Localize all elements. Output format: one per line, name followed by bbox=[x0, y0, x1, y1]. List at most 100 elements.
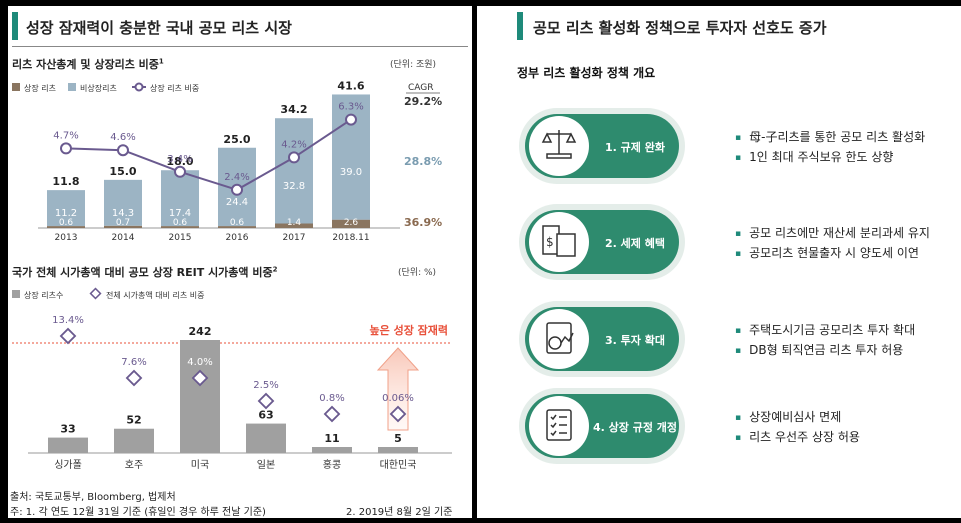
label-total-value: 18.0 bbox=[166, 155, 193, 168]
policy-row: 1. 규제 완화 母-子리츠를 통한 공모 리츠 활성화 1인 최대 주식보유 한도… bbox=[517, 106, 957, 186]
scale-icon bbox=[541, 130, 577, 159]
title-divider bbox=[12, 46, 468, 47]
ratio-diamond-label: 4.0% bbox=[187, 357, 212, 368]
policy-badge: 4. 상장 규정 개정 bbox=[519, 388, 685, 464]
policy-bullet: 1인 최대 주식보유 한도 상향 bbox=[735, 148, 893, 165]
label-unlisted-value: 17.4 bbox=[169, 208, 191, 219]
policy-row: 4. 상장 규정 개정 상장예비심사 면제리츠 우선주 상장 허용 bbox=[517, 386, 957, 466]
x-tick-label: 2017 bbox=[283, 233, 306, 243]
label-total-value: 41.6 bbox=[337, 79, 364, 92]
legend-label-ratio: 상장 리츠 비중 bbox=[150, 83, 199, 93]
x-tick-label-country: 호주 bbox=[125, 459, 143, 471]
chart2-title-text: 국가 전체 시가총액 대비 공모 상장 REIT 시가총액 비중 bbox=[12, 266, 273, 279]
checklist-icon bbox=[546, 409, 572, 441]
policy-subtitle: 정부 리츠 활성화 정책 개요 bbox=[517, 66, 656, 80]
asset-total-chart: 상장 리츠 비상장리츠 상장 리츠 비중 CAGR 29.2% 28.8% 36.9% 0.6… bbox=[12, 79, 442, 243]
ratio-marker bbox=[345, 113, 357, 126]
ratio-diamond bbox=[125, 369, 143, 387]
ratio-label: 2.4% bbox=[224, 172, 249, 183]
label-reit-count: 52 bbox=[126, 414, 141, 427]
x-tick-label-country: 대한민국 bbox=[380, 459, 417, 471]
bar-listed bbox=[161, 226, 199, 228]
policy-label: 3. 투자 확대 bbox=[605, 333, 665, 347]
policy-bullet: 리츠 우선주 상장 허용 bbox=[735, 428, 860, 445]
bar-reit-count bbox=[114, 428, 154, 453]
ratio-label: 4.2% bbox=[281, 139, 306, 150]
policy-row: 3. 투자 확대 주택도시기금 공모리츠 투자 확대 DB형 퇴직연금 리츠 투자 … bbox=[517, 299, 957, 379]
x-tick-label: 2016 bbox=[226, 233, 249, 243]
growth-annotation: 높은 성장 잠재력 bbox=[370, 323, 449, 337]
bar-listed bbox=[47, 226, 85, 228]
calculator-body bbox=[556, 233, 576, 257]
bar-reit-count bbox=[378, 447, 418, 453]
bar-listed bbox=[332, 219, 370, 228]
ratio-diamond-label: 2.5% bbox=[253, 380, 278, 391]
bar-reit-count bbox=[180, 340, 220, 453]
cagr-title: CAGR bbox=[408, 83, 434, 93]
policy-label: 1. 규제 완화 bbox=[605, 140, 665, 154]
growth-line bbox=[560, 332, 574, 344]
label-listed-value: 0.6 bbox=[230, 218, 245, 228]
legend-label-ratio2: 전체 시가총액 대비 리츠 비중 bbox=[106, 290, 205, 300]
right-panel-title: 공모 리츠 활성화 정책으로 투자자 선호도 증가 bbox=[533, 19, 827, 37]
chart1-footnote-mark: 1 bbox=[158, 57, 164, 66]
label-listed-value: 2.6 bbox=[344, 218, 359, 228]
policy-bullet: 상장예비심사 면제 bbox=[735, 408, 841, 425]
label-listed-value: 0.7 bbox=[116, 218, 130, 228]
cagr-total: 29.2% bbox=[404, 95, 442, 108]
cagr-listed: 36.9% bbox=[404, 216, 442, 229]
label-unlisted-value: 32.8 bbox=[283, 181, 305, 192]
ratio-marker bbox=[60, 142, 72, 155]
bar-reit-count bbox=[48, 437, 88, 453]
x-tick-label: 2018.11 bbox=[332, 233, 369, 243]
ratio-marker bbox=[231, 183, 243, 196]
label-total-value: 15.0 bbox=[109, 165, 136, 178]
chart1-unit: (단위: 조원) bbox=[390, 60, 437, 70]
label-total-value: 34.2 bbox=[280, 103, 307, 116]
legend-label-listed: 상장 리츠 bbox=[24, 83, 56, 93]
x-tick-label-country: 미국 bbox=[191, 459, 209, 471]
ratio-diamond bbox=[191, 369, 209, 387]
checklist-lines bbox=[559, 416, 567, 434]
label-listed-value: 0.6 bbox=[173, 218, 188, 228]
label-unlisted-value: 14.3 bbox=[112, 208, 134, 219]
ratio-label: 6.3% bbox=[338, 102, 363, 113]
left-panel-title: 성장 잠재력이 충분한 국내 공모 리츠 시장 bbox=[26, 19, 292, 37]
ratio-label: 4.6% bbox=[110, 132, 135, 143]
footnote-2: 2. 2019년 8월 2일 기준 bbox=[346, 507, 453, 518]
ratio-diamond bbox=[323, 405, 341, 423]
policy-badge: 3. 투자 확대 bbox=[519, 301, 685, 377]
label-reit-count: 5 bbox=[394, 432, 402, 445]
policy-bullet: DB형 퇴직연금 리츠 투자 허용 bbox=[735, 341, 903, 358]
footnote-1: 주: 1. 각 연도 12월 31일 기준 (휴일인 경우 하루 전날 기준) bbox=[10, 507, 266, 518]
x-tick-label: 2015 bbox=[169, 233, 192, 243]
legend-swatch-unlisted bbox=[68, 83, 76, 91]
label-unlisted-value: 11.2 bbox=[55, 208, 77, 219]
bar-reit-count bbox=[246, 423, 286, 453]
cagr-unlisted: 28.8% bbox=[404, 155, 442, 168]
ratio-line bbox=[65, 118, 352, 191]
ratio-label: 4.7% bbox=[53, 130, 78, 141]
left-panel: 성장 잠재력이 충분한 국내 공모 리츠 시장 리츠 자산총계 및 상장리츠 비… bbox=[8, 6, 472, 518]
investment-icon bbox=[546, 322, 574, 354]
policy-badge: $2. 세제 혜택 bbox=[519, 204, 685, 280]
bar-listed bbox=[275, 223, 313, 228]
scale-base bbox=[546, 153, 572, 159]
ratio-marker bbox=[117, 144, 129, 157]
policy-icon-bg bbox=[529, 396, 589, 456]
bar-unlisted bbox=[104, 179, 142, 226]
legend-swatch-count bbox=[12, 290, 20, 298]
policy-row: $2. 세제 혜택 공모 리츠에만 재산세 분리과세 유지공모리츠 현물출자 시 … bbox=[517, 202, 957, 282]
label-listed-value: 0.6 bbox=[59, 218, 74, 228]
source-note: 출처: 국토교통부, Bloomberg, 법제처 bbox=[10, 492, 176, 503]
x-tick-label-country: 홍콩 bbox=[323, 458, 341, 471]
bar-unlisted bbox=[161, 170, 199, 227]
x-tick-label-country: 일본 bbox=[257, 459, 275, 471]
ratio-diamond-label: 0.06% bbox=[382, 393, 414, 404]
ratio-marker bbox=[174, 165, 186, 178]
label-total-value: 25.0 bbox=[223, 133, 250, 146]
label-reit-count: 33 bbox=[60, 423, 75, 436]
ratio-diamond bbox=[389, 405, 407, 423]
